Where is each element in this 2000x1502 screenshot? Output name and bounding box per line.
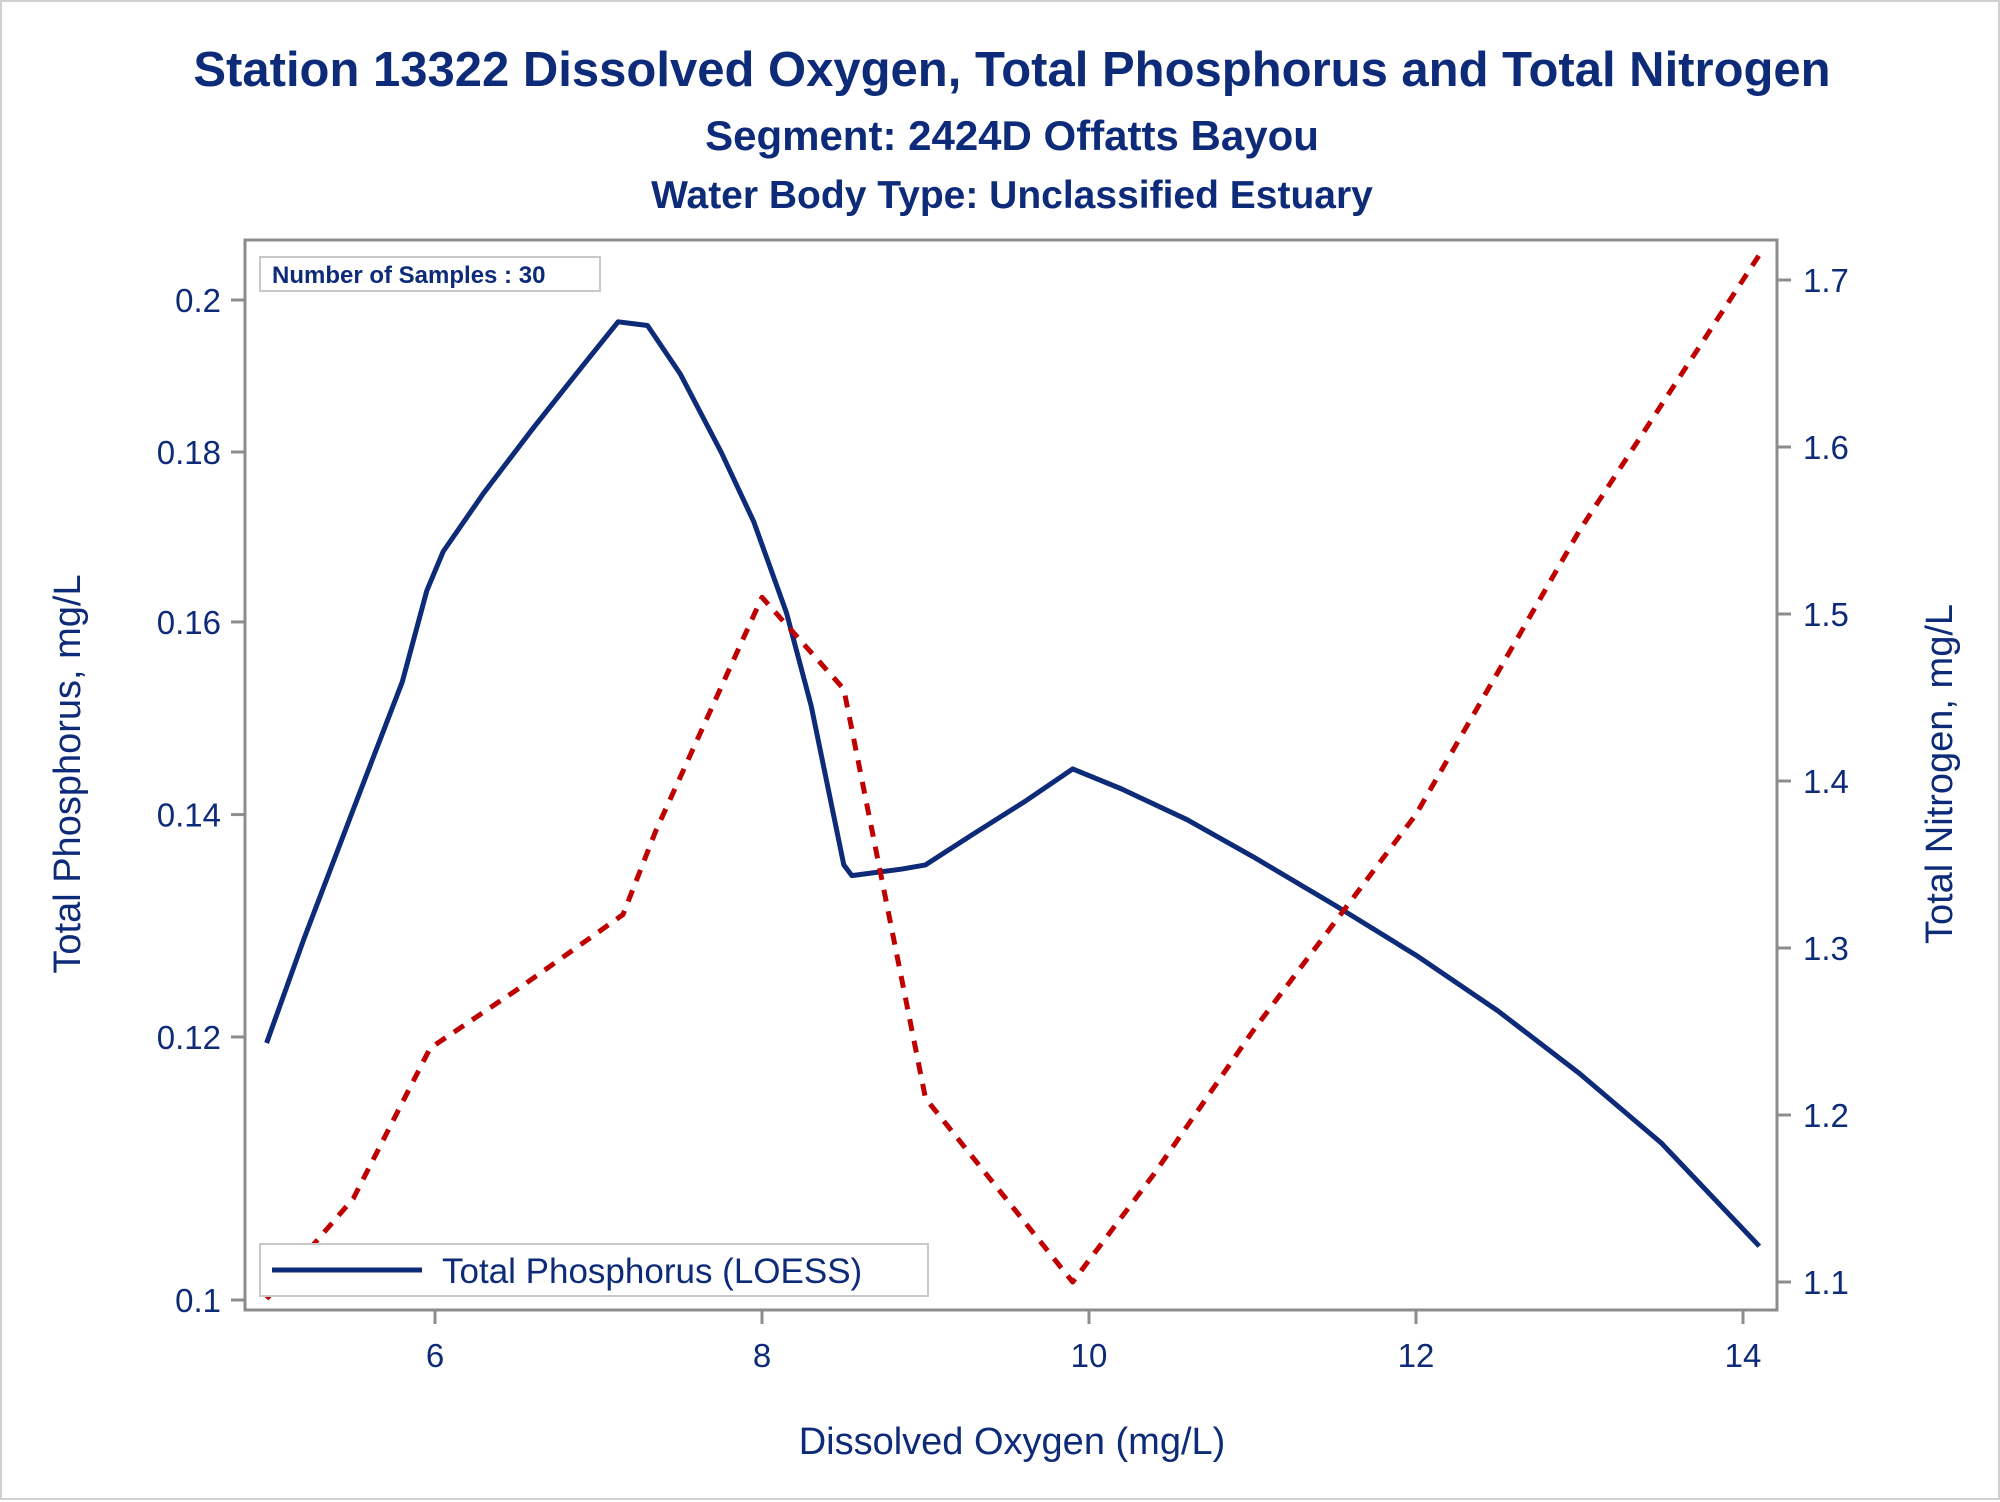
y-right-tick-label-5: 1.6 — [1803, 429, 1849, 466]
y-right-tick-label-3: 1.4 — [1803, 763, 1849, 800]
x-axis-label: Dissolved Oxygen (mg/L) — [799, 1421, 1226, 1463]
x-tick-label-1: 8 — [753, 1337, 771, 1374]
y-right-tick-label-0: 1.1 — [1803, 1264, 1849, 1301]
y-left-tick-label-0: 0.1 — [175, 1282, 221, 1319]
sample-count-box — [259, 256, 601, 292]
y-axis-right-label: Total Nitrogen, mg/L — [1919, 604, 1961, 944]
y-right-tick-label-1: 1.2 — [1803, 1097, 1849, 1134]
y-axis-left-label: Total Phosphorus, mg/L — [47, 574, 89, 973]
x-axis: 6 8 10 12 14 — [426, 1310, 1762, 1374]
series-layer — [264, 253, 1762, 1301]
y-left-tick-label-2: 0.14 — [157, 797, 221, 834]
y-right-tick-label-2: 1.3 — [1803, 930, 1849, 967]
y-right-tick-label-6: 1.7 — [1803, 262, 1849, 299]
chart-subtitle-segment: Segment: 2424D Offatts Bayou — [705, 112, 1319, 159]
chart-subtitle-waterbody: Water Body Type: Unclassified Estuary — [651, 174, 1373, 217]
x-tick-label-0: 6 — [426, 1337, 444, 1374]
x-tick-label-4: 14 — [1725, 1337, 1762, 1374]
y-left-tick-label-4: 0.18 — [157, 434, 221, 471]
series-line-phosphorus — [264, 319, 1762, 1248]
y-axis-left: 0.1 0.12 0.14 0.16 0.18 0.2 — [157, 282, 245, 1319]
y-right-tick-label-4: 1.5 — [1803, 596, 1849, 633]
y-left-tick-label-5: 0.2 — [175, 282, 221, 319]
sample-count-label: Number of Samples : 30 — [272, 262, 545, 289]
plot-area — [243, 238, 1779, 1312]
y-axis-right: 1.1 1.2 1.3 1.4 1.5 1.6 1.7 — [1777, 262, 1849, 1301]
legend-label-phosphorus: Total Phosphorus (LOESS) — [442, 1252, 862, 1291]
y-left-tick-label-1: 0.12 — [157, 1019, 221, 1056]
chart-title: Station 13322 Dissolved Oxygen, Total Ph… — [193, 43, 1830, 97]
y-left-tick-label-3: 0.16 — [157, 604, 221, 641]
x-tick-label-3: 12 — [1398, 1337, 1435, 1374]
x-tick-label-2: 10 — [1071, 1337, 1108, 1374]
series-line-nitrogen — [264, 253, 1762, 1301]
